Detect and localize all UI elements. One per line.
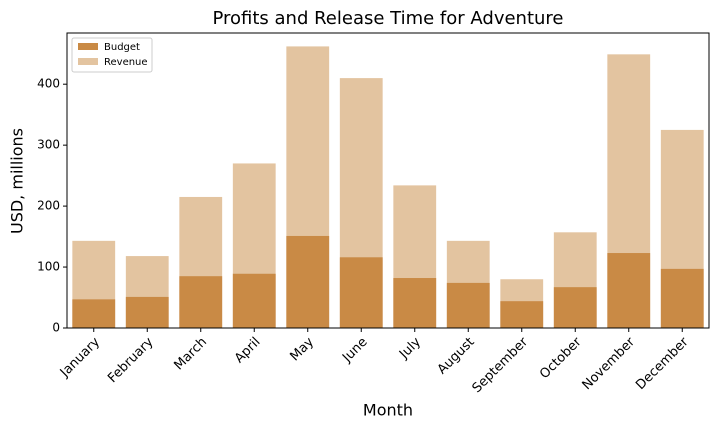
x-tick-label: January	[57, 334, 103, 380]
y-tick-label: 200	[37, 199, 60, 213]
bar	[179, 276, 223, 328]
legend-label: Revenue	[104, 57, 148, 68]
x-tick-label: August	[435, 335, 478, 378]
bar	[393, 278, 437, 328]
y-axis-label: USD, millions	[8, 128, 27, 234]
bar	[500, 301, 544, 328]
x-tick-label: February	[105, 334, 157, 386]
y-tick-label: 0	[52, 321, 60, 335]
bar	[286, 235, 330, 328]
x-tick-label: December	[633, 334, 692, 393]
legend-label: Budget	[104, 42, 140, 53]
x-tick-label: July	[396, 334, 424, 362]
y-tick-label: 400	[37, 77, 60, 91]
y-tick-label: 300	[37, 138, 60, 152]
plot-frame	[66, 32, 710, 329]
bar	[607, 253, 651, 328]
x-axis-label: Month	[363, 401, 413, 420]
x-tick-label: October	[537, 334, 585, 382]
x-tick-label: June	[339, 335, 370, 366]
x-tick-label: November	[580, 334, 639, 393]
bar	[232, 273, 276, 328]
x-tick-label: May	[287, 334, 317, 364]
chart-title: Profits and Release Time for Adventure	[212, 8, 563, 29]
x-tick-label: April	[232, 335, 264, 367]
bar	[553, 287, 597, 328]
legend-swatch	[78, 58, 98, 65]
x-tick-label: March	[171, 335, 210, 374]
bar	[446, 282, 490, 328]
x-tick-label: September	[470, 334, 532, 396]
bar	[660, 268, 704, 328]
bar	[125, 296, 169, 328]
y-tick-label: 100	[37, 260, 60, 274]
legend-swatch	[78, 43, 98, 50]
bar	[339, 257, 383, 328]
bar	[72, 299, 116, 328]
